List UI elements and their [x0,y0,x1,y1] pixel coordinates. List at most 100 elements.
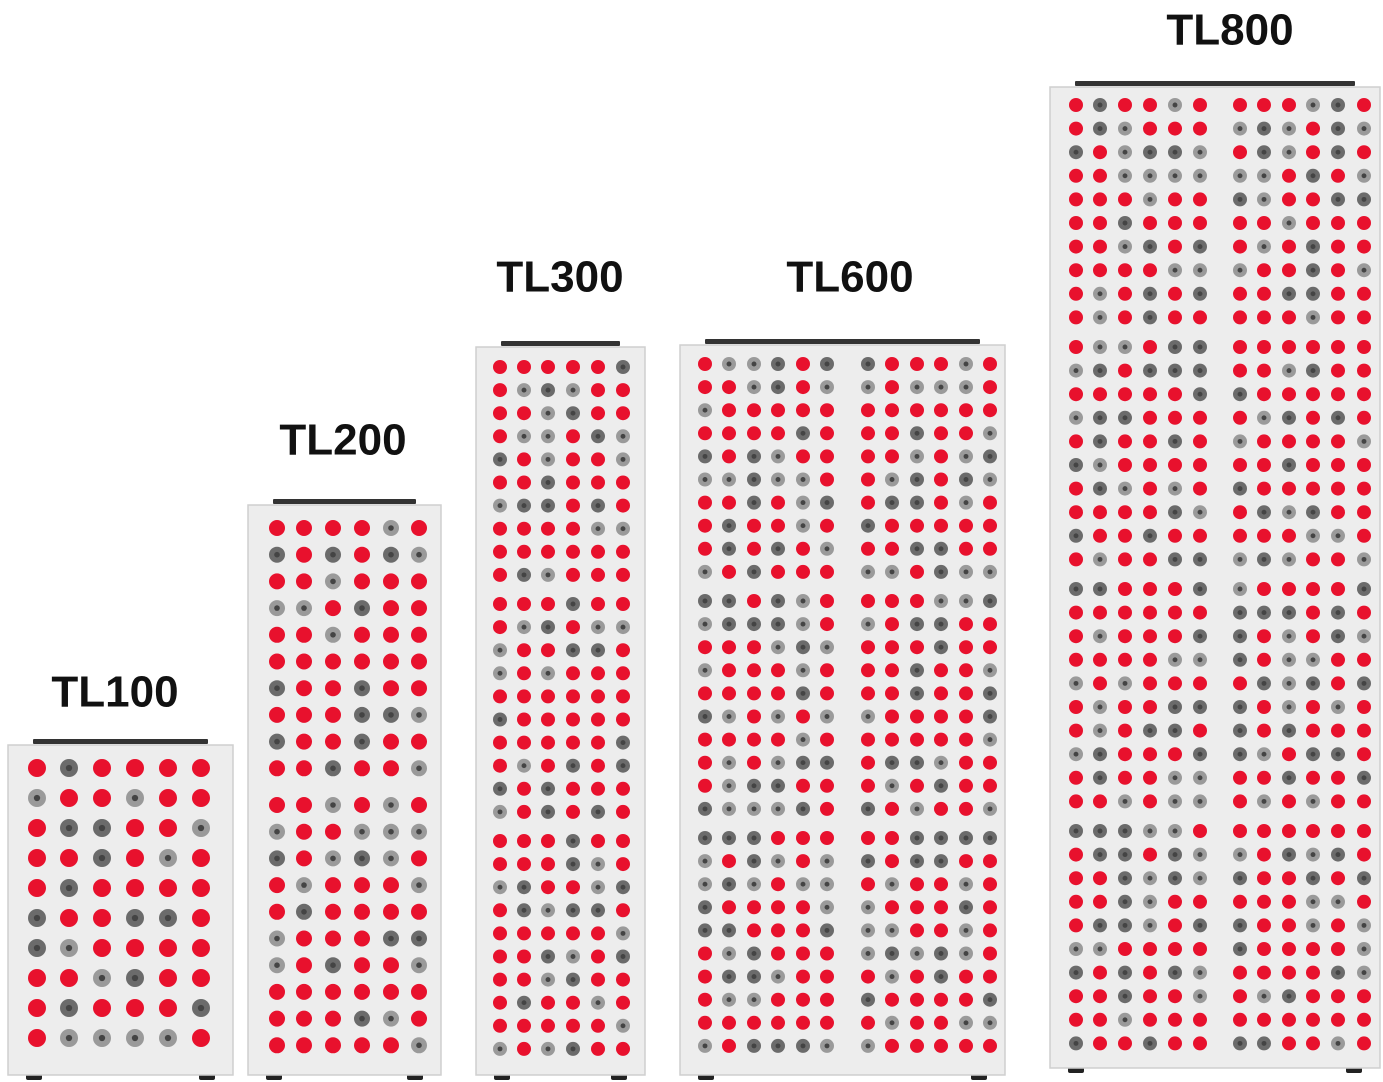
led-red [698,640,712,655]
led-red [591,949,605,964]
led-red [566,521,580,536]
led-red [411,850,427,867]
led-red [1118,528,1132,543]
led-core [800,1043,806,1049]
led-core [416,935,422,942]
led-red [541,689,555,704]
led-core [726,621,732,627]
led-red [517,452,531,467]
led-red [1069,263,1083,278]
led-red [541,880,555,895]
led-red [1168,747,1182,762]
led-core [545,456,551,462]
led-red [722,1038,736,1053]
led-core [620,763,626,769]
led-core [889,760,895,766]
led-core [1361,922,1367,928]
led-core [1286,775,1292,781]
led-core [1197,798,1203,804]
led-core [1122,344,1128,350]
led-red [383,680,399,697]
led-core [889,974,895,980]
led-red [771,403,785,418]
led-core [1310,314,1316,320]
led-core [889,951,895,956]
led-red [983,541,997,556]
led-red [1118,263,1132,278]
led-red [959,778,973,793]
led-red [1093,192,1107,207]
led-core [963,477,969,482]
led-core [1261,244,1267,250]
led-core [987,835,993,841]
led-core [595,1000,601,1006]
led-core [775,598,781,604]
led-core [1237,391,1243,397]
led-core [914,951,920,956]
led-red [747,732,761,747]
panel: TL800 [1049,6,1381,1073]
led-red [493,597,507,611]
led-core [1310,533,1316,539]
led-red [959,732,973,747]
led-red [411,680,427,697]
led-red [1331,794,1345,809]
led-red [93,999,111,1017]
led-red [616,406,630,421]
led-core [1261,415,1267,421]
led-core [330,855,336,862]
led-red [1331,310,1345,325]
led-core [775,806,781,812]
led-red [517,1041,531,1056]
led-red [983,755,997,770]
led-core [388,802,394,808]
led-core [1073,946,1079,952]
led-red [796,403,810,418]
led-red [296,983,312,1000]
led-red [747,541,761,556]
led-core [865,714,871,719]
led-red [325,706,341,723]
led-red [1069,239,1083,254]
led-red [1143,652,1157,667]
led-red [1118,286,1132,301]
led-red [493,620,507,635]
led-red [517,781,531,796]
led-red [1331,168,1345,183]
led-red [1143,676,1157,691]
led-core [620,364,626,370]
led-red [1331,363,1345,378]
led-core [914,835,920,841]
led-red [1357,458,1371,472]
led-red [493,544,507,559]
led-red [934,472,948,487]
led-core [1122,970,1128,976]
led-core [1197,993,1203,999]
led-core [1122,1017,1128,1023]
led-red [1118,505,1132,520]
led-red [1357,98,1371,112]
led-red [747,426,761,441]
led-red [1357,363,1371,378]
led-red [1168,310,1182,325]
led-red [698,778,712,793]
led-red [591,383,605,398]
led-red [1306,410,1320,425]
led-red [1282,481,1296,496]
led-red [771,686,785,701]
led-red [983,403,997,418]
led-red [616,475,630,490]
led-red [1168,918,1182,933]
led-red [1143,605,1157,620]
led-red [1143,989,1157,1004]
led-core [274,935,280,942]
led-red [1306,723,1320,738]
led-core [1197,173,1203,179]
led-core [1237,657,1243,663]
led-core [702,904,708,910]
led-core [620,1023,626,1029]
led-red [1331,723,1345,738]
led-red [1193,1012,1207,1027]
led-red [1193,894,1207,909]
led-red [411,797,427,813]
